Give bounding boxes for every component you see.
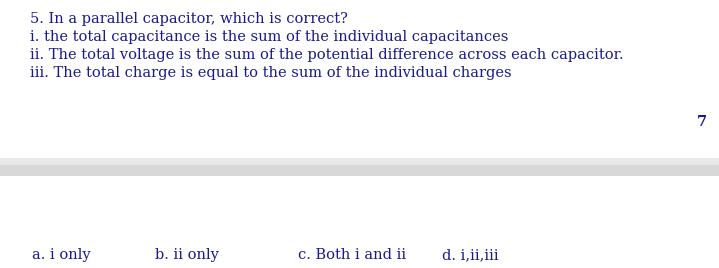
Text: c. Both i and ii: c. Both i and ii: [298, 248, 406, 262]
Text: ii. The total voltage is the sum of the potential difference across each capacit: ii. The total voltage is the sum of the …: [30, 48, 623, 62]
Bar: [0, 158, 719, 165]
Text: a. i only: a. i only: [32, 248, 91, 262]
Text: 5. In a parallel capacitor, which is correct?: 5. In a parallel capacitor, which is cor…: [30, 12, 348, 26]
Text: d. i,ii,iii: d. i,ii,iii: [442, 248, 499, 262]
Text: i. the total capacitance is the sum of the individual capacitances: i. the total capacitance is the sum of t…: [30, 30, 508, 44]
Text: b. ii only: b. ii only: [155, 248, 219, 262]
Bar: [0, 158, 719, 176]
Text: 7: 7: [697, 115, 707, 129]
Text: iii. The total charge is equal to the sum of the individual charges: iii. The total charge is equal to the su…: [30, 66, 512, 80]
